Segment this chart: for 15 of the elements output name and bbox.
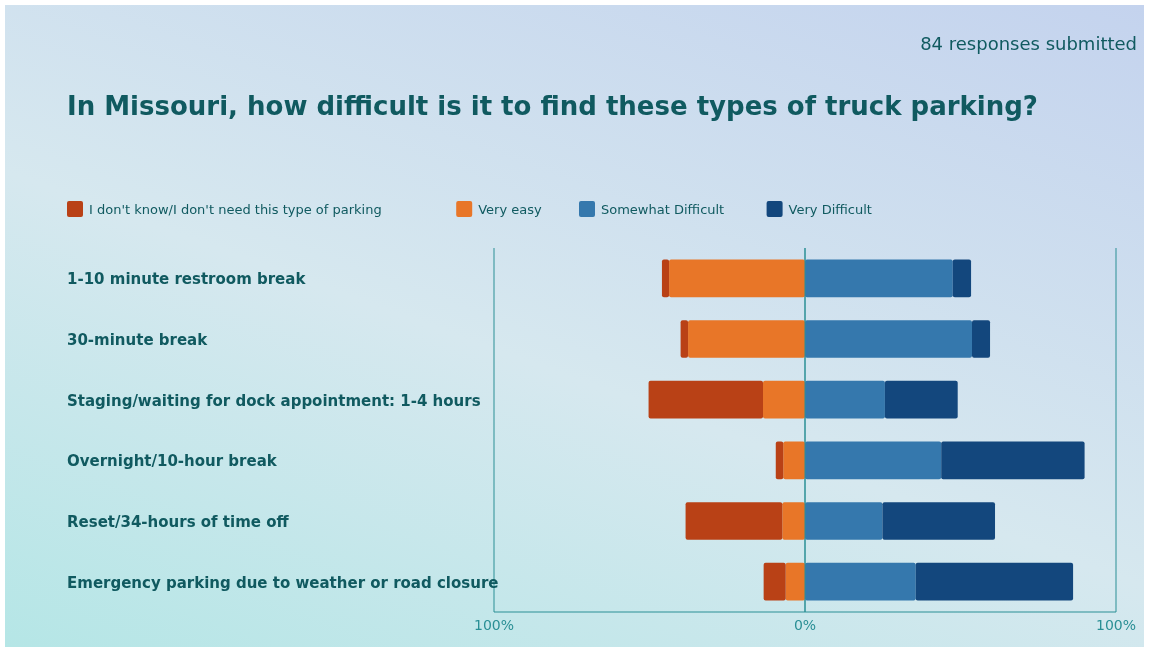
text: 84 responses submitted bbox=[920, 33, 1137, 54]
legend-label: Very easy bbox=[478, 202, 542, 217]
x-tick-label: 0% bbox=[793, 617, 817, 633]
legend-label: Very Difficult bbox=[788, 202, 872, 217]
y-tick-label: Emergency parking due to weather or road closure bbox=[67, 573, 499, 592]
chart-title: In Missouri, how difficult is it to find these types of truck parking? bbox=[67, 91, 1038, 121]
y-tick-label: Reset/34-hours of time off bbox=[67, 513, 290, 531]
y-tick-label: Staging/waiting for dock appointment: 1-4 hours bbox=[67, 391, 481, 410]
legend-label: I don't know/I don't need this type of parking bbox=[89, 202, 382, 217]
y-tick-label: 30-minute break bbox=[67, 331, 209, 349]
x-tick-label: 100% bbox=[473, 617, 515, 633]
y-tick-label: 1-10 minute restroom break bbox=[67, 270, 307, 289]
x-tick-label: 100% bbox=[1095, 617, 1137, 633]
y-tick-label: Overnight/10-hour break bbox=[67, 452, 278, 471]
legend-label: Somewhat Difficult bbox=[601, 202, 725, 217]
